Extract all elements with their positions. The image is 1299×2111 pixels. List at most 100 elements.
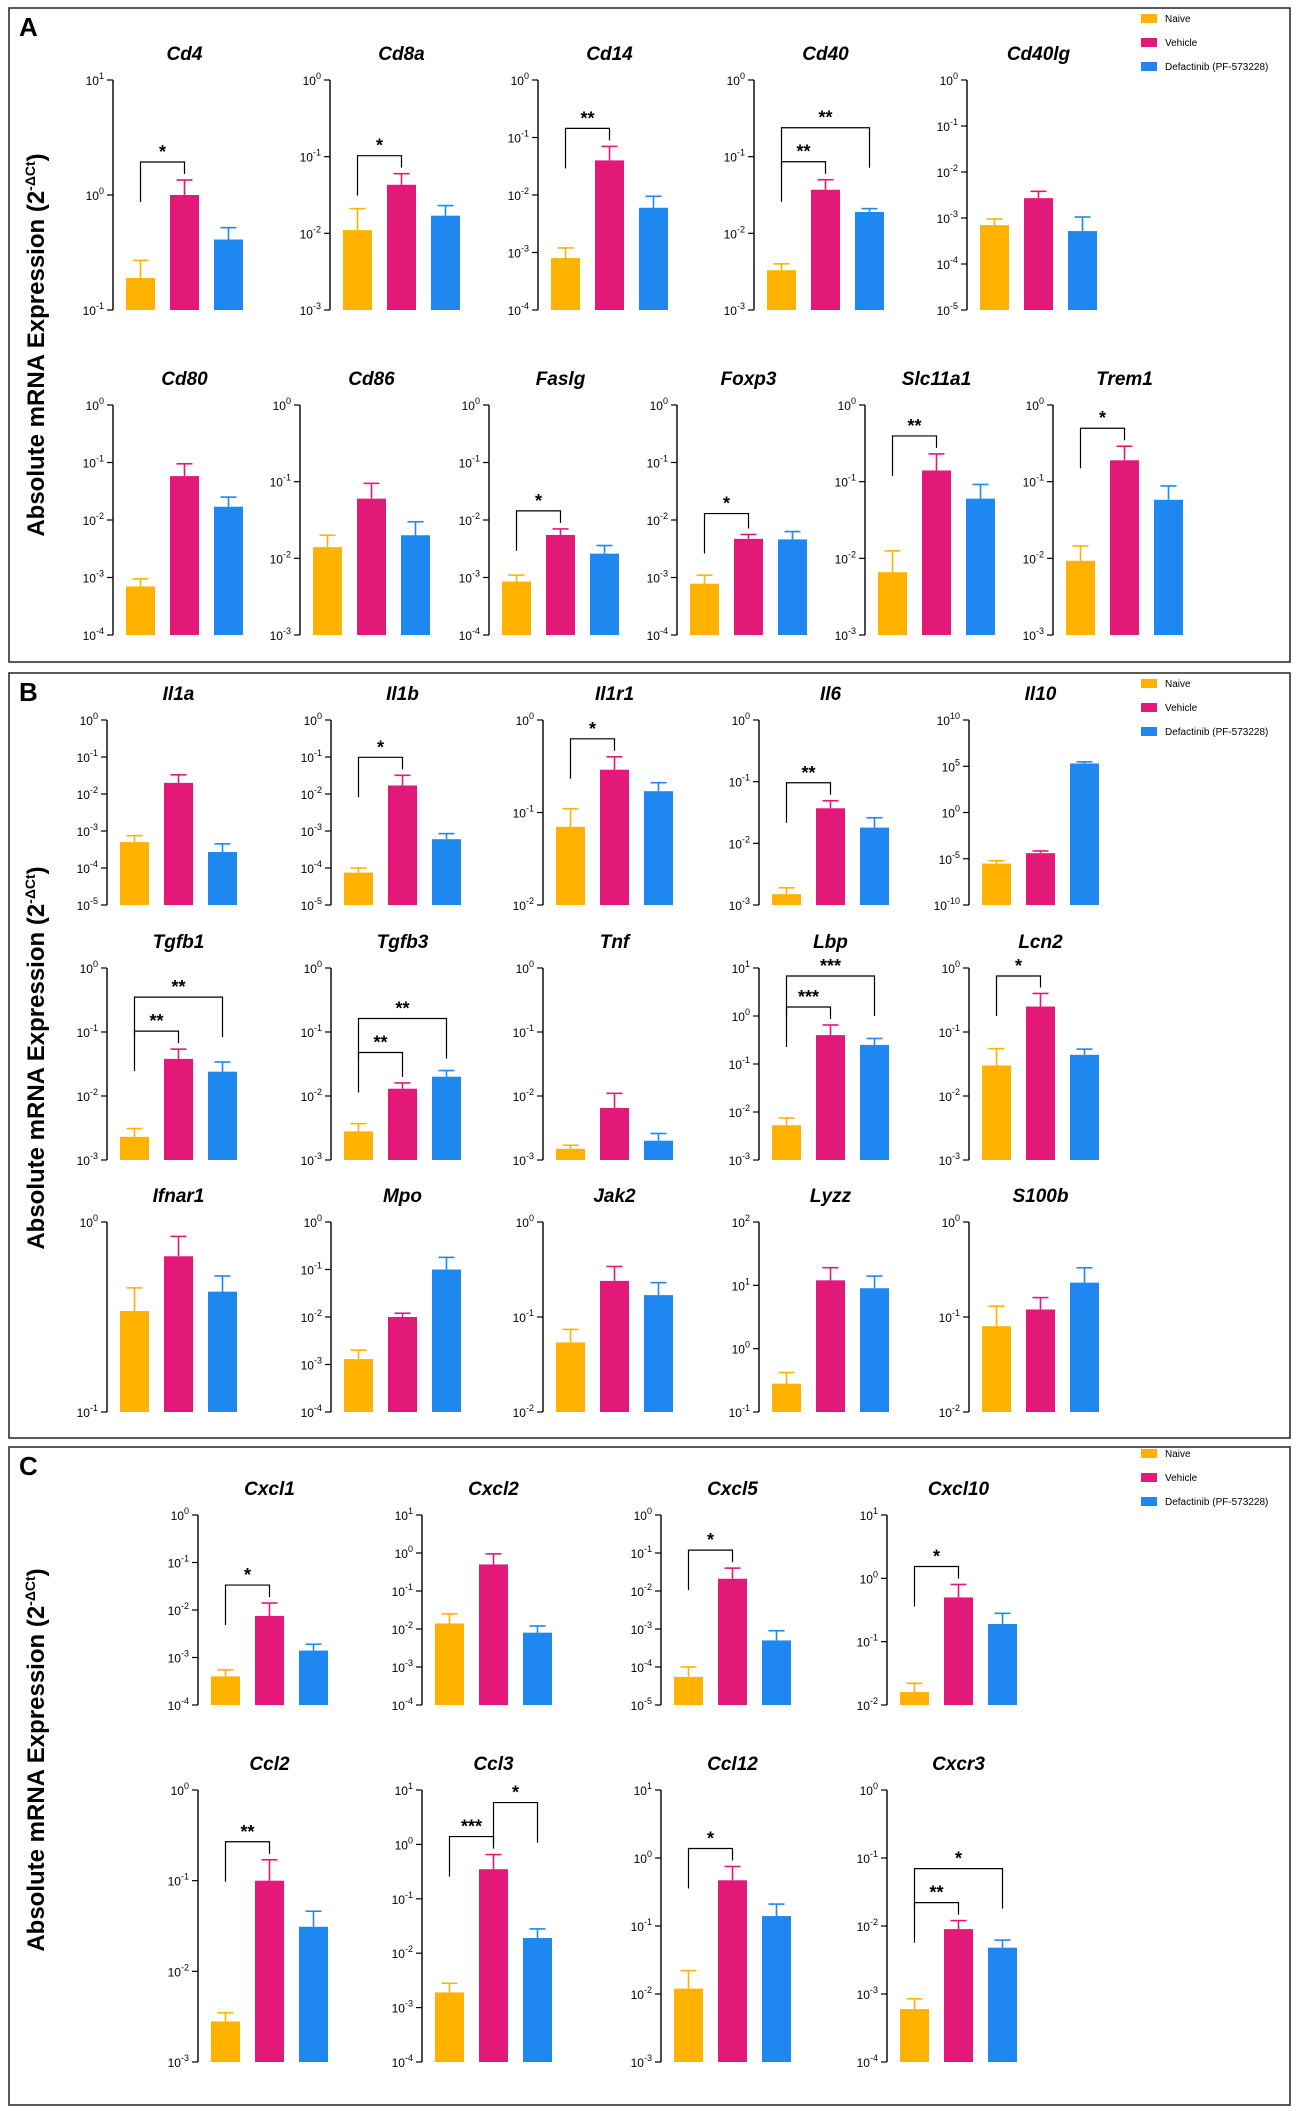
significance-label: *** [798,987,819,1007]
bar-naive [211,1676,240,1705]
bar-naive [551,258,580,310]
significance-bracket [995,975,1042,1016]
y-tick-label: 10-3 [300,301,321,318]
significance-label: *** [820,956,841,976]
chart-cd80: Cd80 10-4 10-3 10-2 10-1 100 [83,369,243,643]
significance-label: ** [818,108,832,128]
y-tick-label: 10-3 [459,569,480,586]
bar-defactinib [1154,499,1183,635]
significance-bracket [492,1801,539,1843]
y-tick-label: 102 [732,1213,750,1230]
significance-bracket [564,127,611,169]
chart-s100b: S100b 10-2 10-1 100 [939,1186,1099,1420]
chart-tgfb1: Tgfb1 10-3 10-2 10-1 100 ** ** [77,932,237,1168]
chart-title: Trem1 [1096,369,1153,390]
y-tick-label: 100 [732,711,750,728]
chart-title: Il1a [163,684,195,705]
y-tick-label: 10-5 [939,850,960,867]
legend-swatch [1141,703,1157,712]
chart-foxp3: Foxp3 10-4 10-3 10-2 10-1 100 * [647,369,807,643]
y-tick-label: 10-3 [1023,626,1044,643]
significance-bracket [569,738,616,779]
y-tick-label: 10-4 [77,859,98,876]
y-tick-label: 100 [634,1849,652,1866]
bar-vehicle [1026,853,1055,905]
y-tick-label: 10-2 [77,785,98,802]
y-tick-label: 100 [462,396,480,413]
significance-label: * [376,136,383,156]
bar-defactinib [208,1071,237,1160]
significance-bracket [913,1902,960,1943]
chart-title: Foxp3 [721,369,777,390]
y-tick-label: 10-3 [631,1620,652,1637]
y-tick-label: 10-2 [513,896,534,913]
bar-defactinib [523,1632,552,1705]
chart-il1b: Il1b 10-5 10-4 10-3 10-2 10-1 100 * [301,684,461,913]
chart-ccl2: Ccl2 10-3 10-2 10-1 100 ** [168,1754,328,2070]
bar-defactinib [644,1295,673,1412]
y-tick-label: 10-3 [77,1151,98,1168]
chart-title: Cxcl2 [468,1479,519,1500]
chart-il10: Il10 10-10 10-5 100 105 1010 [934,684,1099,913]
significance-bracket [785,1006,832,1047]
chart-ccl12: Ccl12 10-3 10-2 10-1 100 101 * [631,1754,791,2070]
y-axis-label-superscript: -ΔCt [22,161,38,191]
y-tick-label: 10-2 [270,549,291,566]
bar-vehicle [479,1564,508,1705]
chart-title: Cxcl1 [244,1479,295,1500]
chart-title: Cd86 [348,369,395,390]
y-tick-label: 101 [732,959,750,976]
y-tick-label: 10-1 [301,1261,322,1278]
significance-bracket [703,512,750,554]
y-tick-label: 10-4 [631,1658,652,1675]
bar-naive [556,1342,585,1412]
y-tick-label: 10-1 [301,1023,322,1040]
significance-bracket [785,782,832,823]
bar-naive [344,1131,373,1160]
significance-label: ** [801,763,815,783]
chart-title: Cxcr3 [932,1754,985,1775]
y-tick-label: 10-4 [508,301,529,318]
significance-label: * [707,1828,714,1848]
bar-naive [772,894,801,905]
y-tick-label: 100 [303,71,321,88]
bar-defactinib [860,1288,889,1412]
y-tick-label: 10-2 [939,1087,960,1104]
y-tick-label: 10-1 [508,129,529,146]
significance-bracket [780,161,827,202]
bar-vehicle [1110,460,1139,635]
significance-label: ** [373,1033,387,1053]
chart-lcn2: Lcn2 10-3 10-2 10-1 100 * [939,932,1099,1168]
bar-naive [126,586,155,635]
y-tick-label: 10-2 [729,1103,750,1120]
y-tick-label: 10-10 [934,896,960,913]
y-tick-label: 10-2 [392,1620,413,1637]
legend-label: Defactinib (PF-573228) [1165,1497,1268,1508]
y-tick-label: 100 [860,1781,878,1798]
significance-bracket [356,155,403,196]
chart-title: Ifnar1 [153,1186,205,1207]
significance-label: ** [149,1011,163,1031]
chart-title: Ccl3 [473,1754,514,1775]
significance-label: ** [907,416,921,436]
y-tick-label: 100 [171,1781,189,1798]
y-axis-label-main: Absolute mRNA Expression (2 [23,1606,50,1952]
bar-vehicle [357,498,386,635]
y-tick-label: 10-1 [77,1403,98,1420]
y-tick-label: 100 [732,1340,750,1357]
y-tick-label: 10-2 [631,1985,652,2002]
bar-defactinib [432,1269,461,1412]
significance-label: * [933,1546,940,1566]
y-tick-label: 100 [304,959,322,976]
y-tick-label: 10-3 [631,2053,652,2070]
legend-swatch [1141,1497,1157,1506]
y-tick-label: 1010 [937,711,960,728]
chart-mpo: Mpo 10-4 10-3 10-2 10-1 100 [301,1186,461,1420]
y-tick-label: 10-3 [77,822,98,839]
bar-naive [120,1136,149,1160]
bar-vehicle [255,1615,284,1705]
y-tick-label: 10-2 [168,1962,189,1979]
y-tick-label: 10-1 [168,1554,189,1571]
y-tick-label: 10-1 [647,454,668,471]
